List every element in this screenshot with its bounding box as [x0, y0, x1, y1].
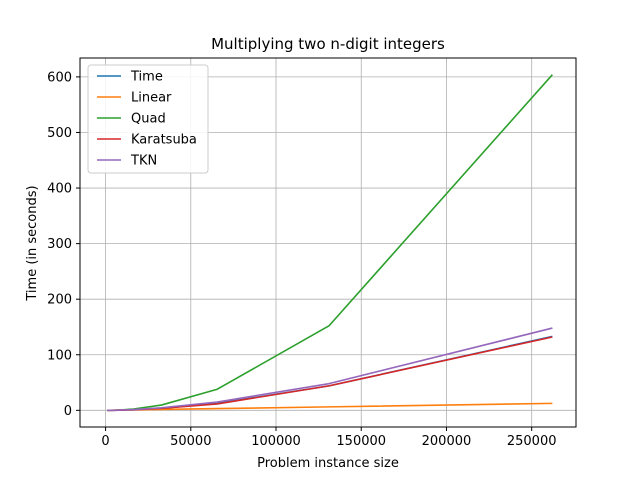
series-line-tkn	[107, 327, 553, 412]
x-tick-label: 200000	[422, 434, 472, 449]
x-tick-label: 50000	[170, 434, 211, 449]
series-line-karatsuba	[107, 336, 553, 412]
legend-box	[87, 64, 209, 174]
x-axis-label: Problem instance size	[257, 456, 399, 471]
series-lines	[107, 74, 553, 412]
legend-label-time: Time	[130, 70, 163, 85]
x-tick-label: 150000	[336, 434, 386, 449]
y-axis-label: Time (in seconds)	[25, 185, 40, 301]
y-tick-label: 300	[47, 237, 72, 252]
series-line-time	[107, 335, 553, 412]
y-tick-label: 200	[47, 293, 72, 308]
legend-label-tkn: TKN	[130, 154, 157, 169]
legend-label-karatsuba: Karatsuba	[131, 133, 197, 148]
legend: Time Linear Quad Karatsuba TKN	[87, 64, 209, 174]
y-tick-label: 600	[47, 70, 72, 85]
y-tick-label: 400	[47, 182, 72, 197]
y-tick-label: 0	[64, 404, 72, 419]
plot-frame	[79, 57, 577, 428]
chart-title: Multiplying two n-digit integers	[211, 35, 445, 53]
legend-label-linear: Linear	[131, 91, 172, 106]
x-tick-label: 0	[101, 434, 109, 449]
y-tick-label: 500	[47, 126, 72, 141]
x-tick-label: 100000	[251, 434, 301, 449]
legend-label-quad: Quad	[131, 112, 166, 127]
y-tick-label: 100	[47, 348, 72, 363]
ticks: 0 50000 100000 150000 200000 250000 0 100 200 300…	[47, 70, 556, 449]
x-tick-label: 250000	[507, 434, 557, 449]
